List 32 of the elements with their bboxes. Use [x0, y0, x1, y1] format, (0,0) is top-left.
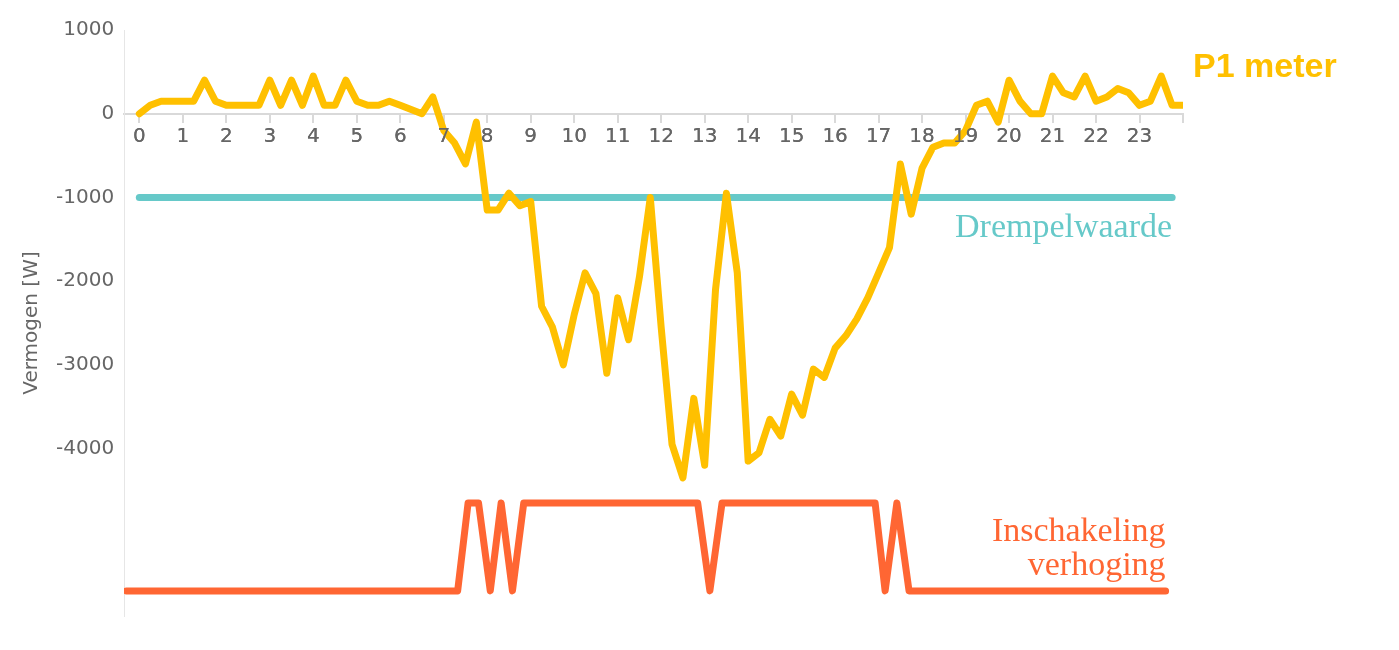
x-tick-label: 17	[865, 122, 892, 147]
x-tick-label: 15	[778, 122, 805, 147]
y-tick-label: -2000	[55, 267, 115, 292]
x-tick-label: 10	[561, 122, 587, 147]
y-axis-title: Vermogen [W]	[18, 251, 43, 395]
x-tick-label: 2	[219, 122, 233, 147]
x-tick-label: 18	[909, 122, 935, 147]
x-tick-label: 5	[350, 122, 364, 147]
series-label: P1 meter	[1193, 45, 1337, 84]
series-label: Inschakeling verhoging	[991, 510, 1166, 582]
x-tick-label: 11	[604, 122, 631, 147]
series-label: Drempelwaarde	[955, 207, 1173, 245]
x-tick-label: 0	[132, 122, 146, 147]
x-tick-label: 1	[176, 122, 190, 147]
x-tick-label: 14	[735, 122, 761, 147]
x-tick-label: 6	[393, 122, 407, 147]
y-tick-label: -4000	[55, 434, 115, 459]
x-tick-label: 16	[822, 122, 848, 147]
x-tick-label: 23	[1126, 122, 1153, 147]
y-tick-label: 1000	[63, 16, 115, 41]
y-tick-label: 0	[101, 99, 115, 124]
x-tick-label: 21	[1039, 122, 1066, 147]
y-tick-label: -1000	[55, 183, 115, 208]
x-tick-label: 22	[1083, 122, 1109, 147]
y-tick-label: -3000	[55, 351, 115, 376]
x-tick-label: 4	[306, 122, 320, 147]
x-tick-label: 8	[480, 122, 494, 147]
x-tick-label: 3	[263, 122, 277, 147]
x-tick-label: 12	[648, 122, 674, 147]
x-tick-label: 9	[524, 122, 538, 147]
x-tick-label: 13	[691, 122, 718, 147]
x-tick-label: 20	[996, 122, 1022, 147]
